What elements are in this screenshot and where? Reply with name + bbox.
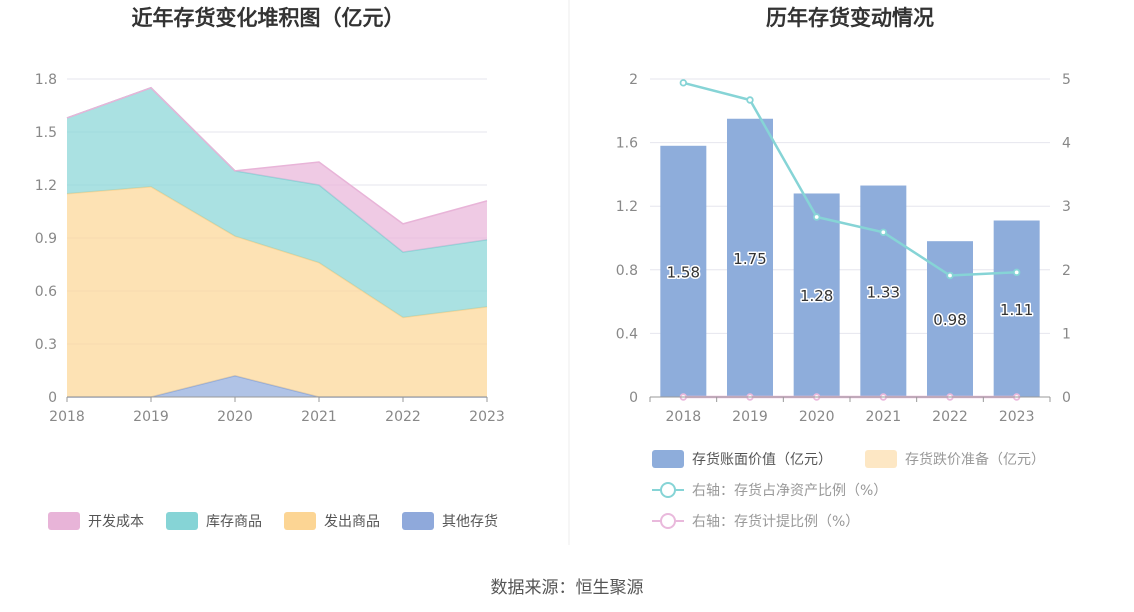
right-y-tick-label: 0.8 bbox=[616, 263, 638, 279]
right-x-tick-label: 2020 bbox=[799, 409, 835, 425]
right-chart-title: 历年存货变动情况 bbox=[766, 6, 934, 30]
left-y-tick-label: 0.6 bbox=[35, 284, 57, 300]
left-legend-label: 库存商品 bbox=[206, 514, 262, 530]
left-y-tick-label: 1.8 bbox=[35, 72, 57, 88]
left-legend-swatch bbox=[48, 512, 80, 530]
right-y2-tick-label: 1 bbox=[1062, 326, 1071, 342]
right-y-tick-label: 0 bbox=[629, 390, 638, 406]
left-x-tick-label: 2020 bbox=[217, 409, 253, 425]
bar-value-label: 1.11 bbox=[1000, 301, 1033, 319]
bar-value-label: 1.75 bbox=[733, 250, 766, 268]
right-y2-tick-label: 5 bbox=[1062, 72, 1071, 88]
stacked-area-chart: 近年存货变化堆积图（亿元） 0 0.3 0.6 0.9 1.2 1.5 1.8 2018 201… bbox=[35, 6, 505, 530]
bar-2023 bbox=[993, 220, 1040, 397]
right-x-tick-label: 2018 bbox=[666, 409, 702, 425]
right-x-tick-label: 2021 bbox=[866, 409, 902, 425]
right-y-tick-label: 2 bbox=[629, 72, 638, 88]
right-legend-marker bbox=[660, 513, 676, 529]
line-point bbox=[1012, 268, 1021, 277]
right-gridlines bbox=[650, 78, 1050, 334]
bar-2018 bbox=[660, 145, 707, 397]
source-label: 数据来源：恒生聚源 bbox=[491, 578, 644, 598]
left-chart-title: 近年存货变化堆积图（亿元） bbox=[132, 6, 405, 30]
bar-line-chart: 历年存货变动情况 1.58 1.75 1.28 1.33 0.98 1.11 0 0.4 0.… bbox=[616, 6, 1071, 530]
left-legend: 开发成本 库存商品 发出商品 其他存货 bbox=[48, 512, 498, 530]
left-legend-swatch bbox=[166, 512, 198, 530]
right-x-tick-label: 2019 bbox=[732, 409, 768, 425]
right-axis: 0 0.4 0.8 1.2 1.6 2 0 1 2 3 4 5 2018 2019 2020 2021 2022… bbox=[616, 72, 1071, 425]
left-legend-label: 发出商品 bbox=[324, 514, 380, 530]
left-y-tick-label: 1.2 bbox=[35, 178, 57, 194]
line-point bbox=[879, 228, 888, 236]
left-y-tick-label: 0.9 bbox=[35, 231, 57, 247]
left-y-tick-label: 0.3 bbox=[35, 337, 57, 353]
right-y-tick-label: 0.4 bbox=[616, 326, 638, 342]
right-y2-tick-label: 0 bbox=[1062, 390, 1071, 406]
line-point bbox=[746, 96, 754, 104]
bar-value-label: 1.33 bbox=[867, 283, 900, 301]
left-y-tick-label: 1.5 bbox=[35, 125, 57, 141]
right-y2-tick-label: 2 bbox=[1062, 263, 1071, 279]
line-point bbox=[812, 213, 821, 221]
right-x-tick-label: 2022 bbox=[932, 409, 968, 425]
line-point bbox=[946, 271, 954, 280]
right-y-tick-label: 1.6 bbox=[616, 136, 638, 152]
area-开发成本 bbox=[67, 87, 487, 253]
bar-value-label: 1.58 bbox=[667, 263, 700, 281]
area-edge-开发成本 bbox=[66, 86, 488, 225]
bar-value-label: 1.28 bbox=[800, 287, 833, 305]
right-legend-label: 右轴：存货计提比例（%） bbox=[692, 513, 859, 530]
line-point bbox=[679, 79, 688, 87]
right-legend-label: 存货账面价值（亿元） bbox=[692, 451, 832, 468]
left-legend-swatch bbox=[284, 512, 316, 530]
bar-2020 bbox=[793, 193, 840, 397]
left-legend-label: 开发成本 bbox=[88, 514, 144, 530]
right-y2-tick-label: 3 bbox=[1062, 199, 1071, 215]
left-x-tick-label: 2018 bbox=[49, 409, 85, 425]
right-bar-series: 1.58 1.75 1.28 1.33 0.98 1.11 bbox=[660, 118, 1040, 397]
left-area-series bbox=[66, 86, 488, 398]
right-legend: 存货账面价值（亿元） 存货跌价准备（亿元） 右轴：存货占净资产比例（%） 右轴：存货计… bbox=[652, 450, 1045, 530]
right-legend-marker bbox=[660, 482, 676, 498]
right-y2-tick-label: 4 bbox=[1062, 136, 1071, 152]
bar-2021 bbox=[860, 185, 907, 397]
left-x-tick-label: 2022 bbox=[385, 409, 421, 425]
area-库存商品 bbox=[67, 87, 487, 318]
left-axis: 0 0.3 0.6 0.9 1.2 1.5 1.8 2018 2019 2020 2021 2022 2… bbox=[35, 72, 505, 425]
left-x-tick-label: 2019 bbox=[133, 409, 169, 425]
right-legend-label: 右轴：存货占净资产比例（%） bbox=[692, 482, 887, 499]
right-legend-swatch bbox=[865, 450, 897, 468]
bar-2019 bbox=[727, 118, 773, 397]
left-x-tick-label: 2021 bbox=[301, 409, 337, 425]
right-legend-swatch bbox=[652, 450, 684, 468]
left-legend-label: 其他存货 bbox=[442, 513, 498, 530]
right-y-tick-label: 1.2 bbox=[616, 199, 638, 215]
right-x-tick-label: 2023 bbox=[999, 409, 1035, 425]
left-legend-swatch bbox=[402, 512, 434, 530]
bar-2022 bbox=[927, 241, 973, 397]
left-y-tick-label: 0 bbox=[48, 390, 57, 406]
left-x-tick-label: 2023 bbox=[469, 409, 505, 425]
bar-value-label: 0.98 bbox=[933, 311, 966, 329]
right-legend-label: 存货跌价准备（亿元） bbox=[905, 451, 1045, 468]
line-右轴：存货占净资产比例（%） bbox=[682, 81, 1017, 277]
area-发出商品 bbox=[67, 186, 487, 397]
